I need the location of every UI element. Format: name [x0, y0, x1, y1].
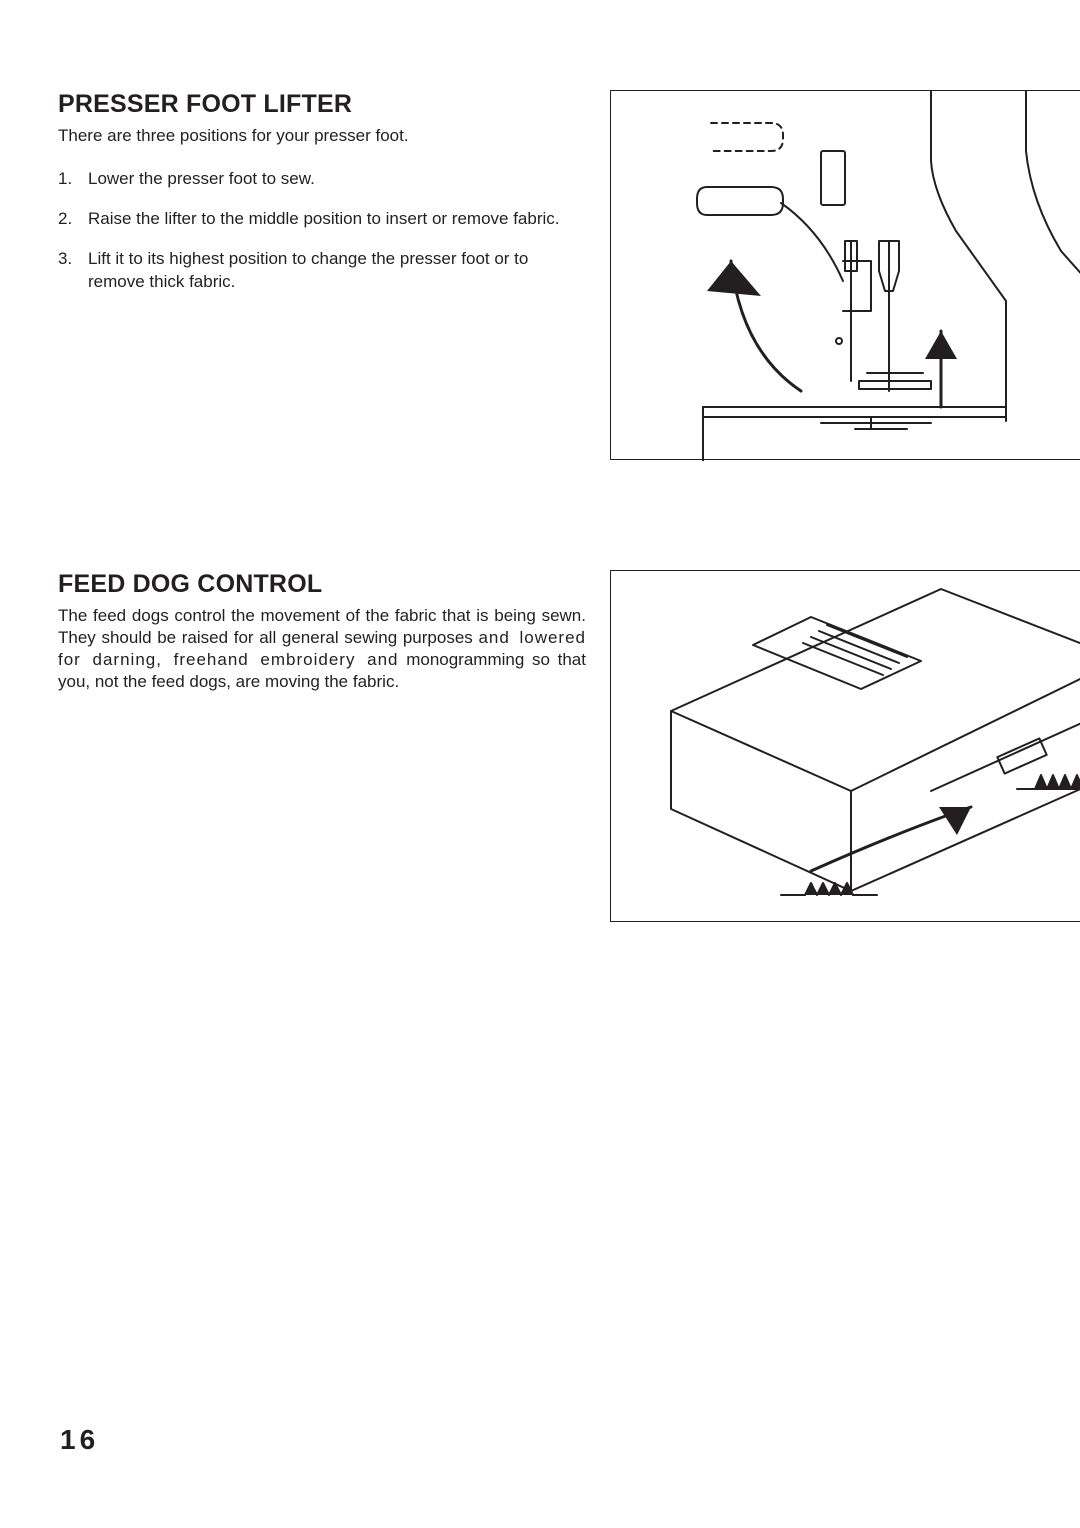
presser-foot-diagram [611, 91, 1080, 461]
section1-heading: PRESSER FOOT LIFTER [58, 90, 586, 119]
figure-column [610, 570, 1080, 922]
section2-body: The feed dogs control the movement of th… [58, 605, 586, 693]
page-number: 16 [60, 1424, 99, 1456]
text-column: FEED DOG CONTROL The feed dogs control t… [58, 570, 610, 693]
text-column: PRESSER FOOT LIFTER There are three posi… [58, 90, 610, 311]
manual-page: PRESSER FOOT LIFTER There are three posi… [0, 0, 1080, 1528]
body-line: fabric. [353, 672, 399, 691]
body-line: The feed dogs control the movement of th… [58, 606, 536, 625]
section1-intro: There are three positions for your press… [58, 125, 586, 146]
figure-feed-dog [610, 570, 1080, 922]
section1-steps: Lower the presser foot to sew. Raise the… [58, 168, 586, 292]
step-item: Lower the presser foot to sew. [58, 168, 586, 190]
figure-presser-foot [610, 90, 1080, 460]
feed-dog-diagram [611, 571, 1080, 923]
section-presser-foot-lifter: PRESSER FOOT LIFTER There are three posi… [58, 90, 1022, 460]
section2-heading: FEED DOG CONTROL [58, 570, 586, 599]
figure-column [610, 90, 1080, 460]
step-item: Raise the lifter to the middle position … [58, 208, 586, 230]
step-item: Lift it to its highest position to chang… [58, 248, 586, 292]
section-feed-dog-control: FEED DOG CONTROL The feed dogs control t… [58, 570, 1022, 922]
